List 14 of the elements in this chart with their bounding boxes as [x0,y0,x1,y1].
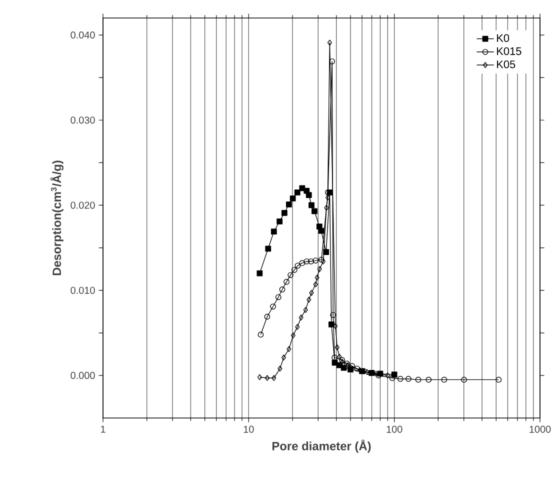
x-tick-label: 1000 [530,426,551,433]
y-axis-title: Desorption(cm$^{3}$/Å/g) [50,160,64,276]
x-tick-label: 1 [100,426,106,433]
y-tick-label: 0.020 [70,202,95,209]
x-axis-title: Pore diameter (Å) [272,440,371,453]
x-tick-label: 10 [244,426,254,433]
legend-label: K015 [497,47,522,56]
y-tick-label: 0.030 [70,116,95,124]
x-tick-label: 100 [386,426,402,433]
y-tick-label: 0.010 [70,286,95,294]
y-tick-label: 0.000 [70,372,95,379]
y-tick-label: 0.040 [70,31,95,39]
legend-label: K05 [497,60,516,68]
legend-label: K0 [497,34,510,42]
